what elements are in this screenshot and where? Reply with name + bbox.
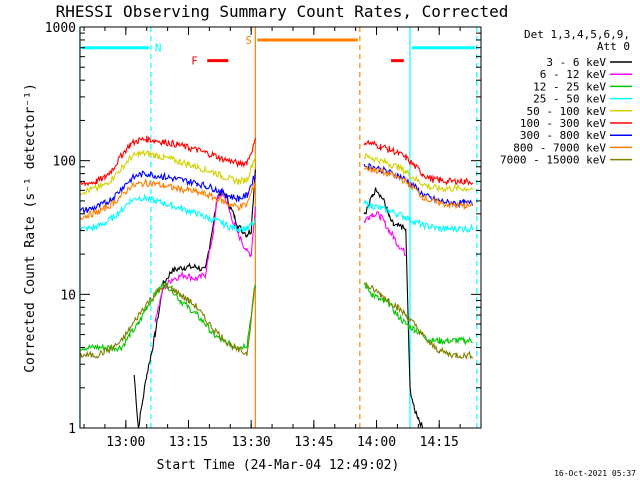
series-line-0-b	[363, 187, 424, 429]
legend-entry-2: 12 - 25 keV	[533, 80, 606, 93]
legend-entry-7: 800 - 7000 keV	[513, 141, 606, 154]
legend-entry-8: 7000 - 15000 keV	[500, 154, 606, 167]
x-tick-label-2: 13:30	[232, 435, 271, 450]
series-1	[154, 188, 406, 323]
axes: 1 10 100 1000 13:00 13:15 13:30 13:45 14:00 14:15	[45, 21, 482, 450]
y-tick-label-2: 100	[53, 155, 76, 170]
series-line-0-a	[133, 169, 256, 429]
x-tick-label-4: 14:00	[357, 435, 396, 450]
legend-entry-5: 100 - 300 keV	[520, 117, 606, 130]
series-7	[79, 165, 473, 221]
y-tick-label-3: 1000	[45, 21, 76, 36]
series-line-4-b	[363, 152, 474, 193]
series-line-4-a	[79, 149, 256, 196]
series-line-5-a	[79, 135, 256, 187]
x-tick-label-5: 14:15	[420, 435, 459, 450]
chart-title: RHESSI Observing Summary Count Rates, Co…	[56, 2, 509, 21]
marker-label-s: S	[245, 34, 252, 47]
series-6	[79, 162, 474, 215]
series-line-6-b	[363, 162, 474, 209]
y-tick-label-1: 10	[60, 288, 76, 303]
legend-entry-0: 3 - 6 keV	[546, 56, 606, 69]
series-2	[79, 280, 473, 353]
plot-area: N F S	[79, 27, 478, 429]
series-line-3-a	[79, 193, 256, 234]
marker-label-n: N	[155, 42, 162, 55]
plot-frame	[79, 26, 482, 429]
x-tick-label-0: 13:00	[106, 435, 145, 450]
x-tick-label-1: 13:15	[169, 435, 208, 450]
timestamp: 16-Oct-2021 05:37	[554, 469, 636, 478]
marker-label-f: F	[191, 55, 198, 68]
series-8	[79, 282, 474, 360]
series-3	[79, 193, 474, 234]
series-line-8-a	[79, 283, 256, 359]
legend-entry-6: 300 - 800 keV	[520, 129, 606, 142]
series-line-8-b	[363, 282, 474, 360]
series-line-1-a	[154, 188, 256, 323]
series-line-2-b	[363, 282, 473, 346]
series-line-2-a	[79, 280, 256, 353]
legend-entry-4: 50 - 100 keV	[527, 105, 607, 118]
series-line-7-a	[79, 178, 256, 221]
series-5	[79, 135, 474, 187]
y-axis-label: Corrected Count Rate (s⁻¹ detector⁻¹)	[23, 83, 38, 373]
series-line-5-b	[363, 139, 474, 186]
y-tick-label-0: 1	[68, 422, 76, 437]
series-0	[133, 169, 424, 429]
series-line-7-b	[363, 165, 473, 211]
legend-header-1: Det 1,3,4,5,6,9,	[524, 28, 630, 41]
series-line-1-b	[363, 210, 406, 257]
legend-header-2: Att 0	[597, 40, 630, 53]
series-line-6-a	[79, 170, 256, 215]
x-tick-label-3: 13:45	[294, 435, 333, 450]
series-line-3-b	[363, 198, 474, 234]
legend-entry-1: 6 - 12 keV	[540, 68, 607, 81]
x-axis-label: Start Time (24-Mar-04 12:49:02)	[157, 458, 400, 473]
series-4	[79, 149, 474, 196]
legend-entry-3: 25 - 50 keV	[533, 93, 606, 106]
